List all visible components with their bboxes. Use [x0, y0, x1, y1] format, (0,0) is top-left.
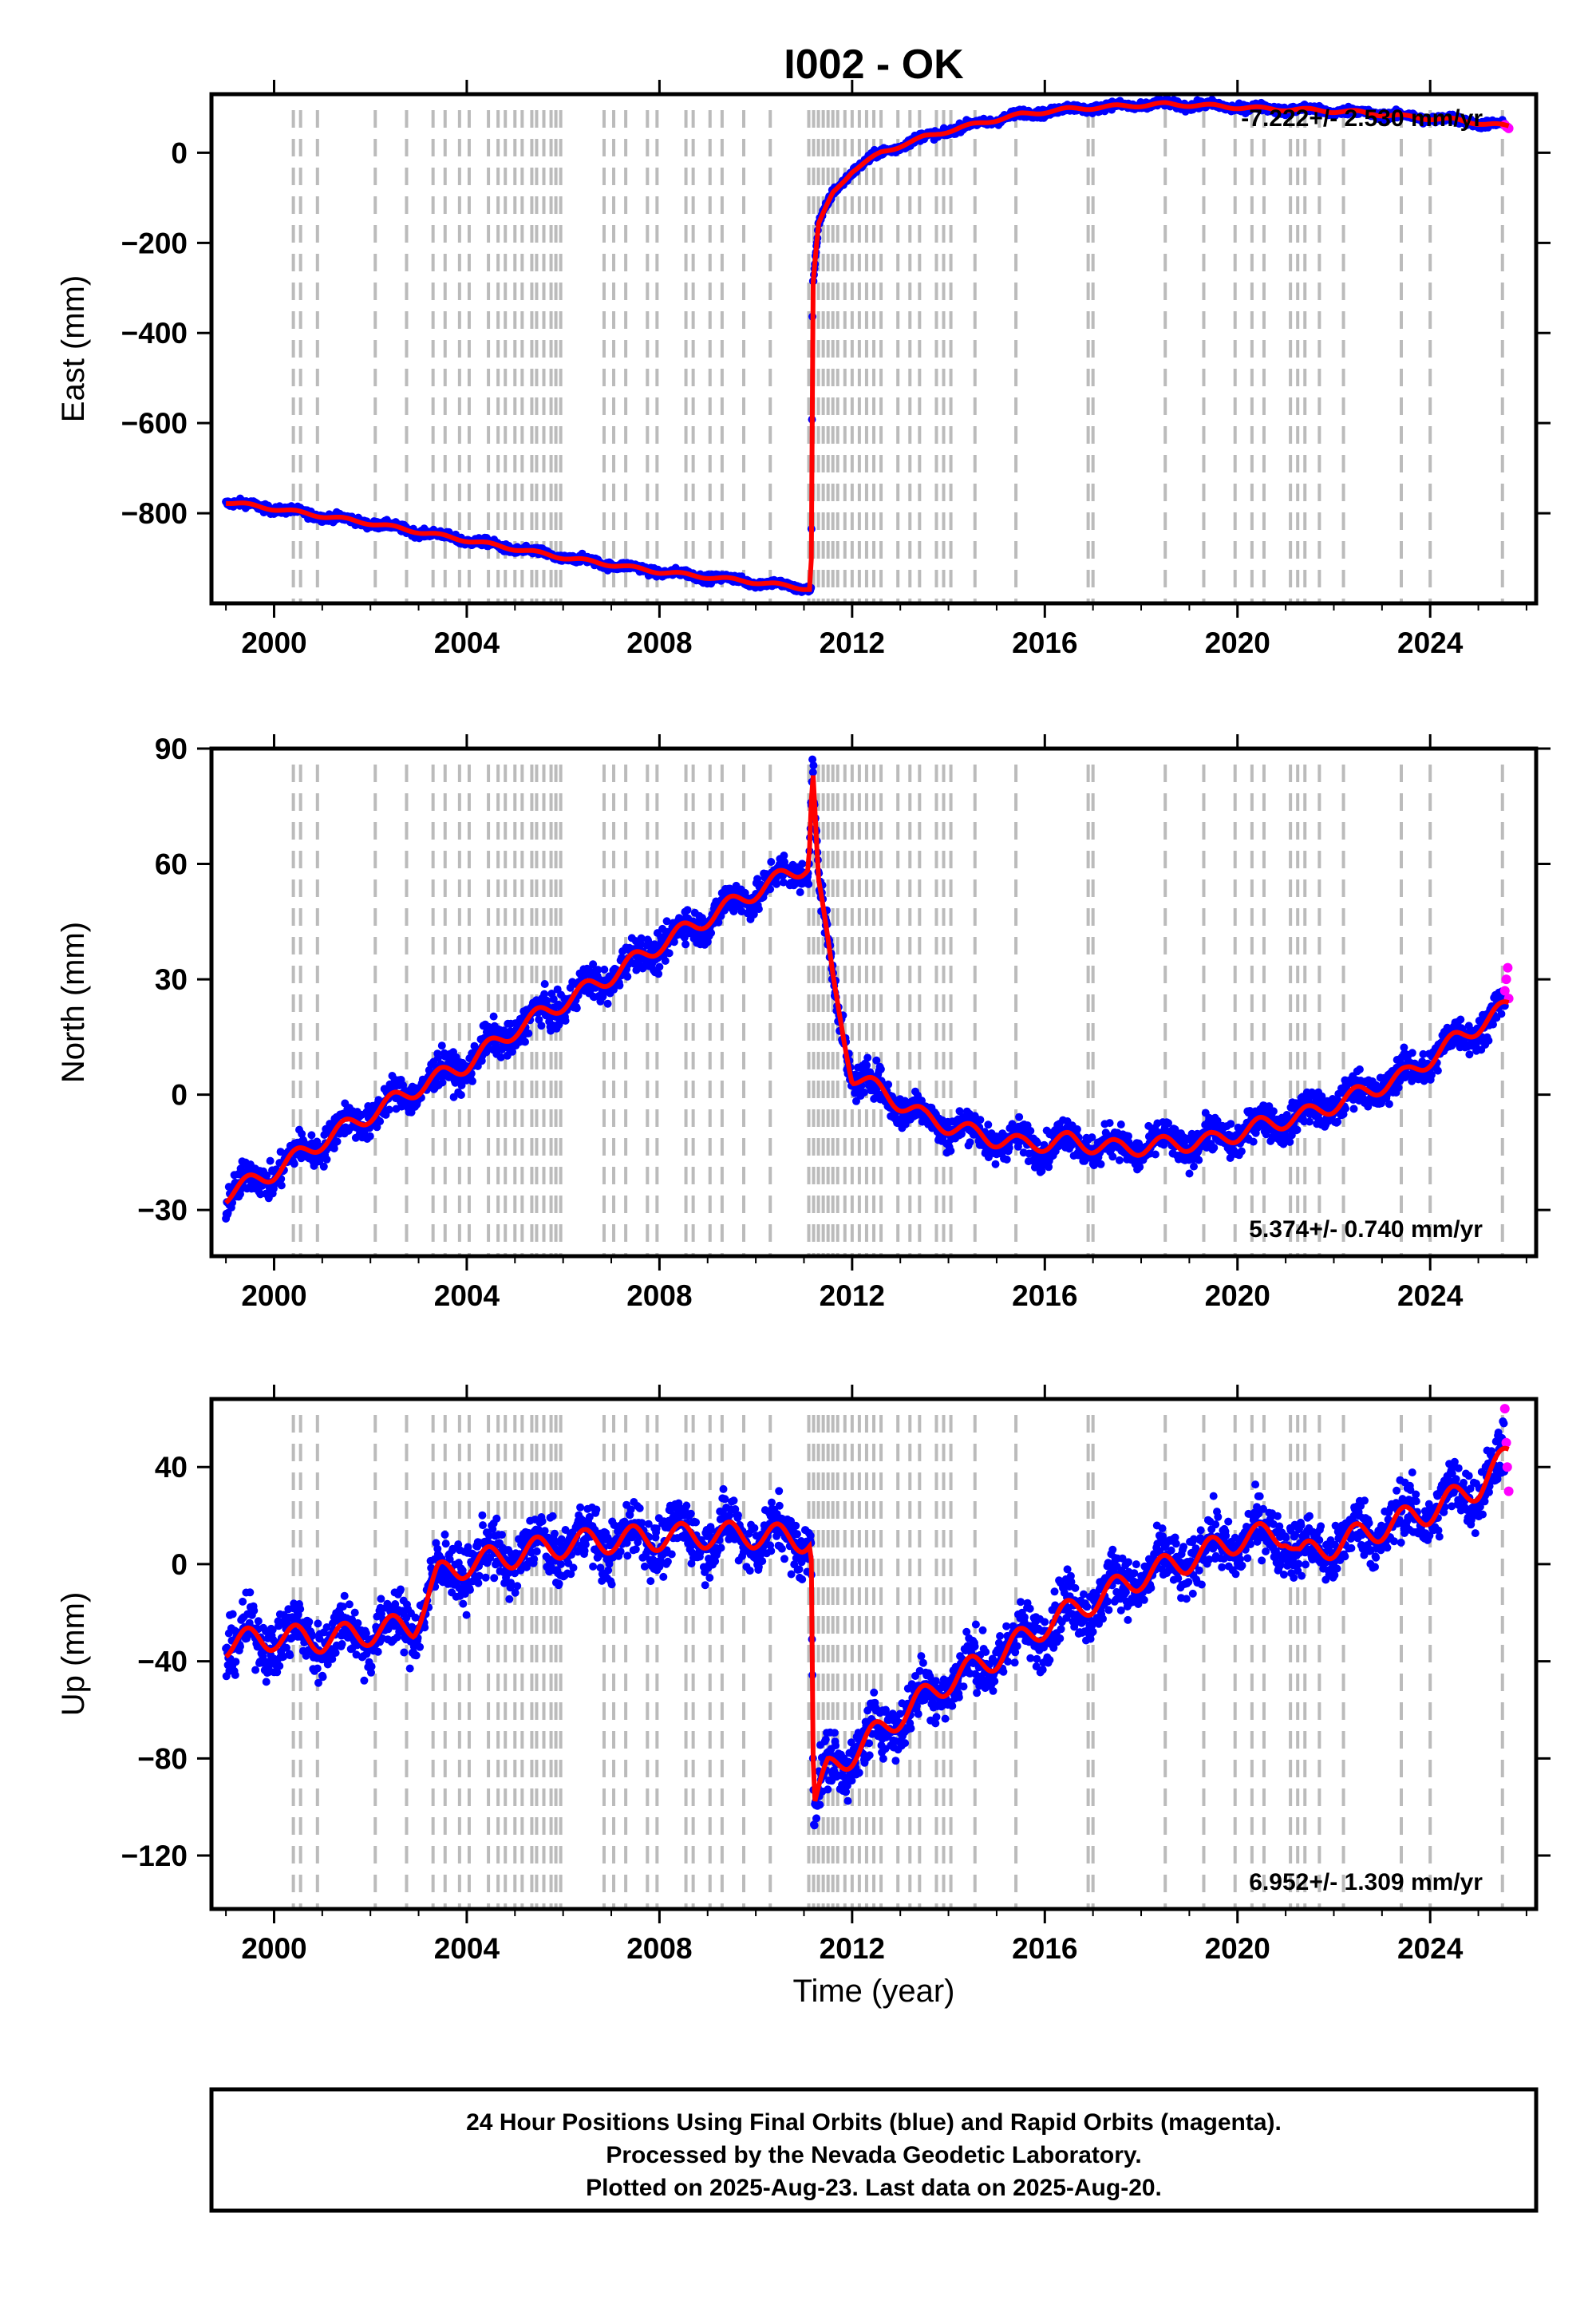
- final-orbit-point: [385, 1105, 393, 1114]
- final-orbit-point: [376, 1117, 385, 1126]
- final-orbit-point: [333, 1137, 342, 1146]
- final-orbit-point: [615, 981, 624, 990]
- final-orbit-point: [1210, 1144, 1219, 1152]
- final-orbit-point: [1115, 1156, 1124, 1164]
- north-panel: 2000 2004 2008 2012 2016 2020 20249060300−30No…: [56, 733, 1551, 1312]
- y-axis-label: East (mm): [56, 275, 91, 422]
- final-orbit-point: [767, 858, 776, 866]
- x-tick-label: 2000: [241, 626, 306, 659]
- final-orbit-point: [437, 1041, 446, 1050]
- final-orbit-point: [307, 1131, 316, 1140]
- final-orbit-point: [1116, 1120, 1125, 1128]
- final-orbit-point: [808, 768, 817, 777]
- x-tick-label: 2012: [820, 626, 885, 659]
- final-orbit-point: [984, 1120, 993, 1129]
- final-orbit-point: [991, 1160, 1000, 1168]
- final-orbit-point: [863, 1053, 872, 1062]
- final-orbit-point: [1151, 1150, 1159, 1159]
- final-orbit-point: [266, 1156, 275, 1165]
- east-panel: 2000 2004 2008 2012 2016 2020 2024 0 −200 −400 −60…: [56, 80, 1551, 659]
- final-orbit-point: [572, 1004, 581, 1013]
- final-orbit-point: [665, 949, 674, 958]
- final-orbit-point: [623, 972, 632, 981]
- final-orbit-point: [1293, 1125, 1302, 1134]
- final-orbit-point: [537, 1022, 546, 1030]
- x-tick-label: 2008: [626, 626, 692, 659]
- x-tick-label: 2024: [1397, 626, 1464, 659]
- final-orbit-point: [1096, 1160, 1105, 1168]
- final-orbit-point: [540, 980, 549, 988]
- final-orbit-point: [655, 962, 664, 971]
- velocity-rate-label: -7.222+/- 2.530 mm/yr: [1241, 105, 1483, 132]
- final-orbit-point: [804, 879, 813, 888]
- final-orbit-point: [319, 1162, 328, 1171]
- final-orbit-point: [277, 1181, 286, 1190]
- plot-area: [222, 755, 1514, 1256]
- plot-area: [222, 94, 1514, 603]
- plot-frame: [209, 92, 1539, 606]
- final-orbit-point: [1073, 1125, 1081, 1133]
- final-orbit-point: [966, 1138, 974, 1147]
- final-orbit-point: [322, 1155, 331, 1164]
- final-orbit-point: [809, 761, 818, 770]
- chart-title: I002 - OK: [784, 41, 964, 88]
- final-orbit-point: [707, 929, 716, 937]
- final-orbit-point: [1185, 1169, 1194, 1178]
- final-orbit-point: [543, 996, 551, 1005]
- final-orbit-point: [521, 1037, 529, 1046]
- final-orbit-point: [1015, 1113, 1024, 1121]
- final-orbit-point: [654, 970, 663, 978]
- y-tick-label: −400: [121, 317, 188, 350]
- final-orbit-point: [1108, 1152, 1117, 1161]
- final-orbit-point: [468, 1077, 476, 1085]
- model-fit-line: [225, 100, 1510, 592]
- final-orbit-point: [365, 1132, 374, 1140]
- final-orbit-point: [798, 860, 807, 868]
- final-orbit-point: [1269, 1107, 1278, 1116]
- y-tick-label: −200: [121, 227, 188, 259]
- final-orbit-point: [1002, 1155, 1011, 1164]
- final-orbit-point: [1286, 1137, 1294, 1146]
- final-orbit-point: [683, 906, 692, 915]
- final-orbit-point: [884, 1080, 893, 1089]
- y-tick-label: −600: [121, 407, 188, 440]
- final-orbit-point: [524, 1029, 533, 1037]
- final-orbit-point: [772, 879, 781, 888]
- final-orbit-point: [1026, 1127, 1035, 1135]
- final-orbit-point: [796, 888, 804, 896]
- final-orbit-point: [489, 1012, 498, 1021]
- final-orbit-point: [754, 905, 763, 913]
- final-orbit-point: [1227, 1120, 1235, 1128]
- y-tick-label: 0: [171, 136, 188, 169]
- final-orbit-point: [661, 957, 670, 965]
- final-orbit-point: [976, 1116, 985, 1124]
- final-orbit-point: [1249, 1137, 1258, 1146]
- final-orbit-point: [1190, 1162, 1198, 1171]
- final-orbit-point: [330, 1144, 338, 1152]
- x-tick-label: 2004: [434, 626, 500, 659]
- final-orbit-point: [876, 1065, 885, 1073]
- x-tick-label: 2020: [1205, 626, 1270, 659]
- final-orbit-point: [456, 1091, 465, 1099]
- final-orbit-point: [946, 1147, 955, 1155]
- final-orbit-point: [863, 1061, 871, 1069]
- final-orbit-point: [290, 1160, 298, 1168]
- final-orbit-point: [859, 1088, 868, 1097]
- final-orbit-point: [1005, 1144, 1013, 1152]
- final-orbit-point: [681, 940, 690, 949]
- final-orbit-point: [1237, 1147, 1246, 1156]
- y-tick-label: −800: [121, 497, 188, 530]
- final-orbit-point: [438, 1078, 447, 1087]
- x-tick-label: 2016: [1012, 626, 1077, 659]
- final-orbit-point: [1195, 1156, 1203, 1164]
- final-orbit-point: [561, 1017, 570, 1025]
- final-orbit-point: [600, 965, 609, 974]
- final-orbit-point: [603, 999, 612, 1008]
- final-orbit-point: [1105, 1119, 1114, 1128]
